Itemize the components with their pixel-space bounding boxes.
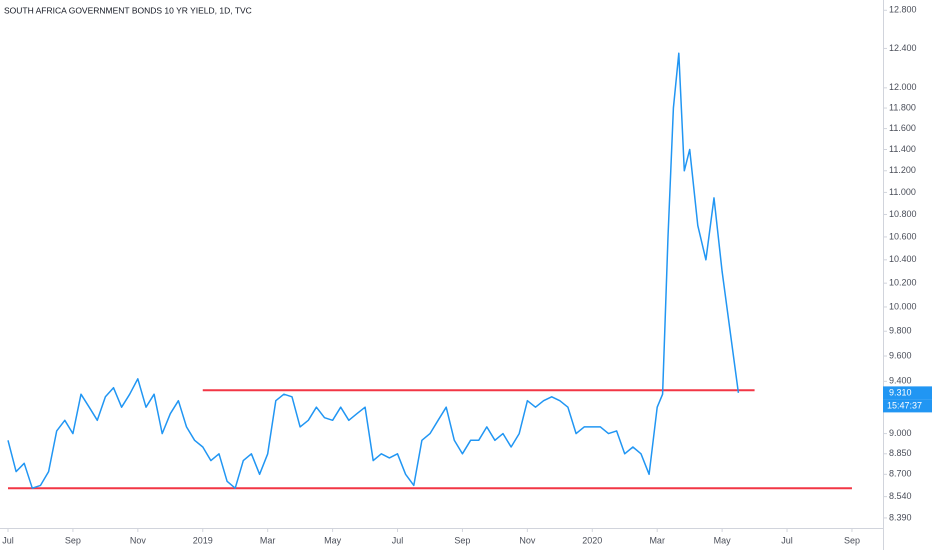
x-tick-label: Nov	[130, 535, 147, 545]
x-tick-label: Jul	[781, 535, 793, 545]
y-tick-label: 11.400	[889, 144, 916, 154]
y-tick-label: 8.700	[889, 469, 912, 479]
y-tick-label: 10.000	[889, 301, 917, 311]
x-tick-label: 2020	[582, 535, 602, 545]
y-tick-label: 10.600	[889, 231, 917, 241]
y-tick-label: 10.400	[889, 254, 917, 264]
countdown-label: 15:47:37	[887, 400, 922, 410]
x-tick-label: 2019	[193, 535, 213, 545]
y-tick-label: 9.800	[889, 326, 912, 336]
y-tick-label: 9.000	[889, 428, 912, 438]
y-tick-label: 11.000	[889, 187, 916, 197]
y-tick-label: 9.400	[889, 376, 912, 386]
y-tick-label: 12.000	[889, 82, 917, 92]
y-tick-label: 11.600	[889, 123, 916, 133]
y-tick-label: 9.600	[889, 350, 912, 360]
x-tick-label: May	[324, 535, 342, 545]
y-tick-label: 10.200	[889, 278, 917, 288]
x-tick-label: Sep	[65, 535, 81, 545]
x-tick-label: Jul	[2, 535, 14, 545]
y-tick-label: 8.850	[889, 448, 912, 458]
x-tick-label: Mar	[260, 535, 276, 545]
x-tick-label: May	[714, 535, 732, 545]
y-tick-label: 10.800	[889, 209, 917, 219]
x-tick-label: Sep	[454, 535, 470, 545]
x-tick-label: Sep	[844, 535, 860, 545]
y-tick-label: 12.400	[889, 43, 917, 53]
price-line	[7, 52, 740, 489]
x-tick-label: Nov	[519, 535, 536, 545]
countdown-box	[883, 399, 932, 413]
y-tick-label: 11.200	[889, 165, 916, 175]
y-tick-label: 11.800	[889, 102, 916, 112]
x-tick-label: Jul	[392, 535, 404, 545]
last-price-label: 9.310	[889, 387, 912, 397]
y-tick-label: 8.390	[889, 512, 912, 522]
x-tick-label: Mar	[649, 535, 665, 545]
last-price-box	[883, 386, 932, 400]
chart-title: SOUTH AFRICA GOVERNMENT BONDS 10 YR YIEL…	[4, 5, 252, 15]
y-tick-label: 12.800	[889, 5, 917, 15]
y-tick-label: 8.540	[889, 491, 912, 501]
